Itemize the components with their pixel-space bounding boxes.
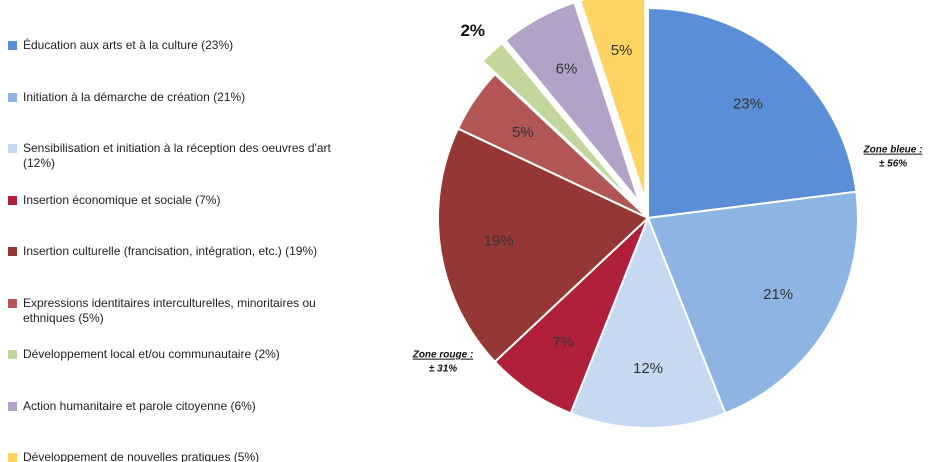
legend: Éducation aux arts et à la culture (23%)…: [8, 20, 358, 462]
legend-swatch: [8, 41, 17, 50]
pie-slice: [569, 215, 727, 429]
data-label: 7%: [552, 334, 574, 351]
data-label: 2%: [460, 21, 485, 40]
legend-swatch: [8, 144, 17, 153]
legend-label: Expressions identitaires interculturelle…: [23, 295, 316, 325]
data-label: 21%: [763, 286, 793, 303]
legend-label: Éducation aux arts et à la culture (23%): [23, 38, 234, 52]
legend-item: Expressions identitaires interculturelle…: [8, 278, 358, 330]
legend-item: Insertion économique et sociale (7%): [8, 175, 358, 227]
legend-swatch: [8, 195, 17, 205]
pie-slice: [504, 1, 641, 203]
legend-item: Sensibilisation et initiation à la récep…: [8, 123, 358, 175]
legend-item: Éducation aux arts et à la culture (23%): [8, 20, 358, 72]
legend-item: Initiation à la démarche de création (21…: [8, 72, 358, 124]
pie-slice: [646, 190, 859, 415]
legend-label: Insertion culturelle (francisation, inté…: [23, 244, 318, 258]
data-label: 23%: [733, 96, 763, 113]
legend-item: Insertion culturelle (francisation, inté…: [8, 226, 358, 278]
data-label: 5%: [611, 42, 633, 59]
legend-label: Développement local et/ou communautaire …: [23, 347, 280, 361]
legend-item: Développement local et/ou communautaire …: [8, 329, 358, 381]
legend-swatch: [8, 298, 17, 308]
legend-label: Sensibilisation et initiation à la récep…: [23, 141, 331, 170]
legend-item: Action humanitaire et parole citoyenne (…: [8, 381, 358, 433]
pie-slice: [481, 41, 637, 206]
pie-slice: [456, 72, 649, 219]
legend-label: Action humanitaire et parole citoyenne (…: [23, 398, 256, 413]
legend-item: Développement de nouvelles pratiques (5%…: [8, 432, 358, 462]
data-label: 5%: [512, 124, 534, 141]
data-label: 19%: [484, 233, 514, 250]
pie-slice: [437, 127, 650, 364]
annotation: ± 56%: [879, 159, 907, 170]
data-label: 6%: [556, 61, 578, 78]
legend-swatch: [8, 350, 17, 359]
data-label: 12%: [633, 360, 663, 377]
annotation: ± 31%: [429, 364, 457, 375]
legend-label: Insertion économique et sociale (7%): [23, 192, 221, 207]
legend-swatch: [8, 453, 17, 462]
legend-swatch: [8, 401, 17, 411]
legend-label: Initiation à la démarche de création (21…: [23, 89, 246, 104]
legend-label: Développement de nouvelles pratiques (5%…: [23, 450, 260, 462]
annotation: Zone bleue :: [863, 145, 923, 156]
legend-swatch: [8, 92, 17, 102]
annotation: Zone rouge :: [412, 350, 474, 361]
pie-slice: [579, 0, 647, 201]
pie-slice: [647, 6, 858, 220]
legend-swatch: [8, 247, 17, 256]
